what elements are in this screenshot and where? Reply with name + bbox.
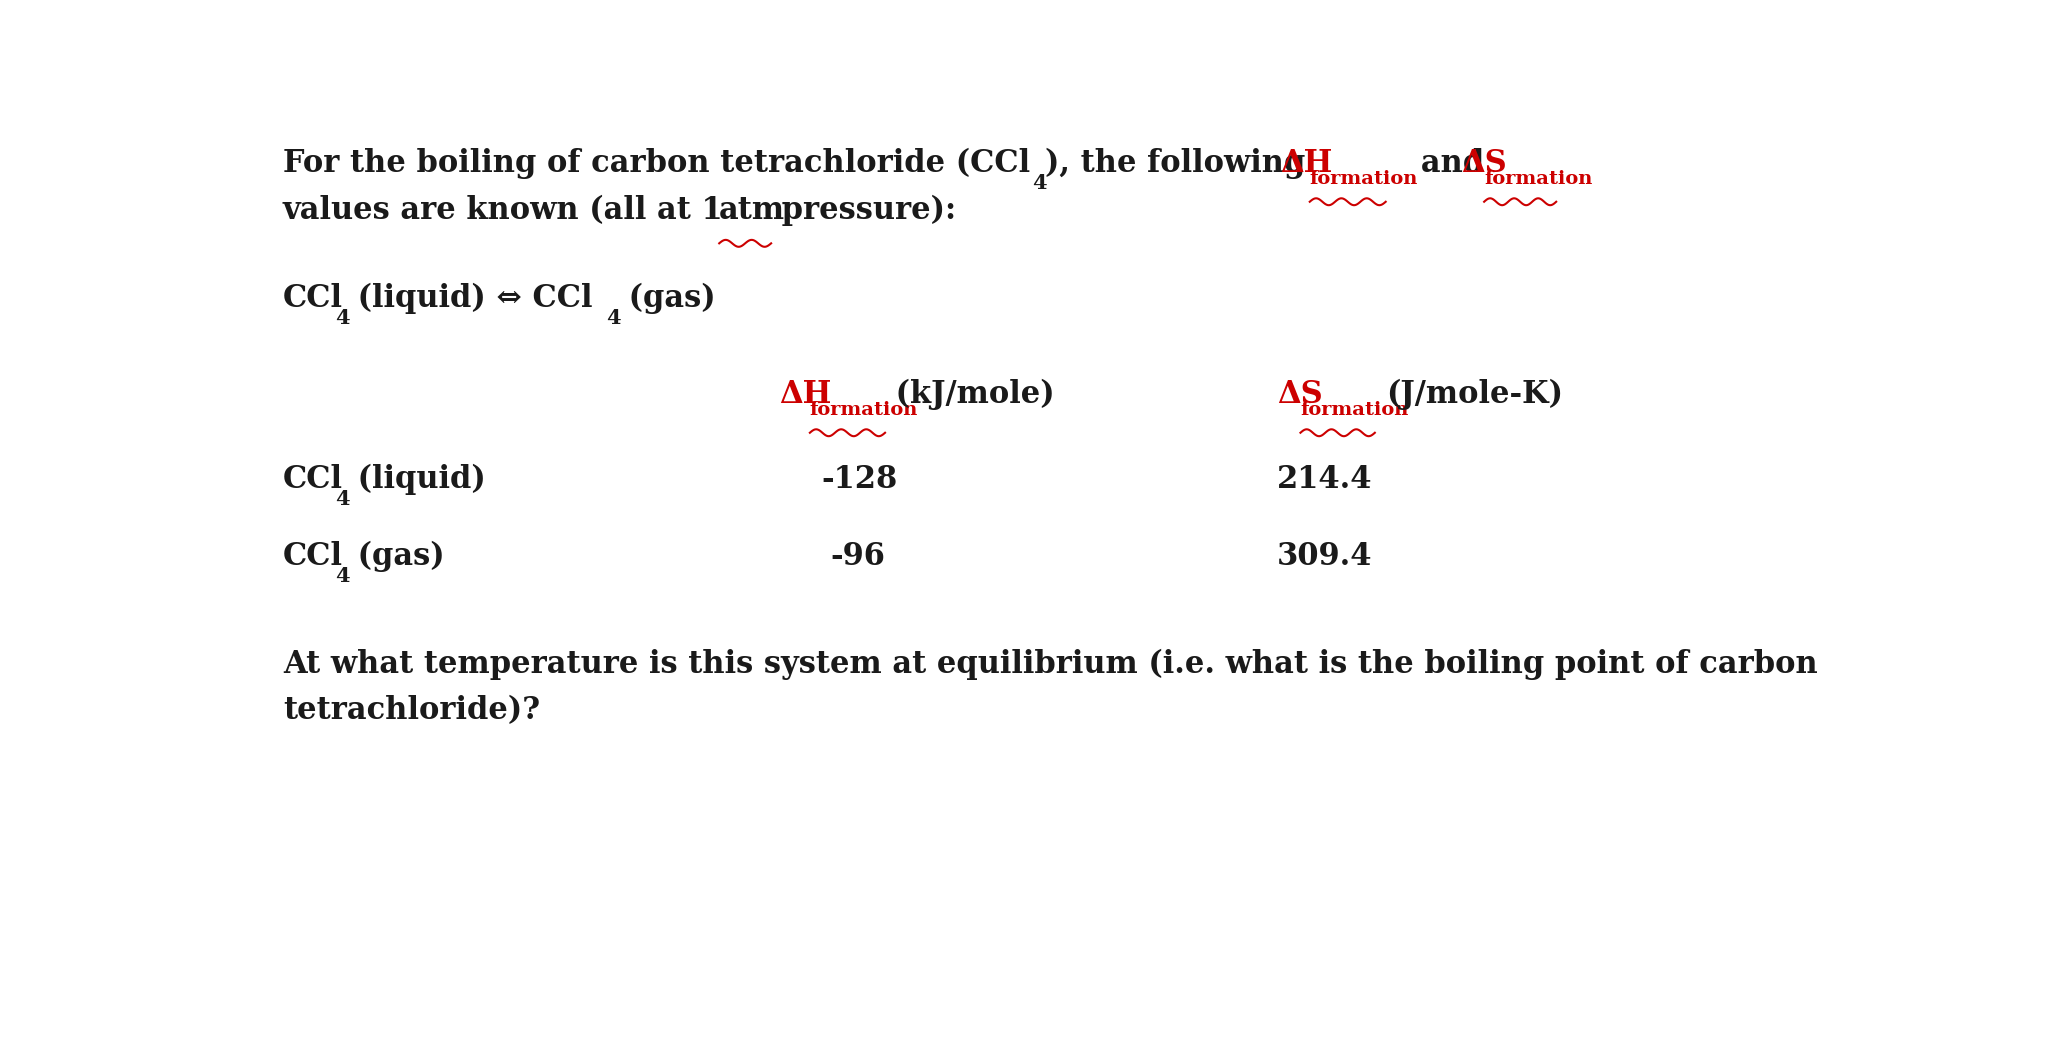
- Text: At what temperature is this system at equilibrium (i.e. what is the boiling poin: At what temperature is this system at eq…: [282, 649, 1817, 680]
- Text: 4: 4: [336, 309, 350, 328]
- Text: values are known (all at 1: values are known (all at 1: [282, 195, 735, 226]
- Text: 4: 4: [336, 490, 350, 509]
- Text: CCl: CCl: [282, 541, 344, 572]
- Text: -96: -96: [831, 541, 886, 572]
- Text: atm: atm: [720, 195, 786, 226]
- Text: ), the following: ), the following: [1046, 149, 1316, 180]
- Text: tetrachloride)?: tetrachloride)?: [282, 696, 540, 726]
- Text: 4: 4: [336, 566, 350, 586]
- Text: ΔH: ΔH: [780, 380, 831, 410]
- Text: CCl: CCl: [282, 464, 344, 495]
- Text: (J/mole-K): (J/mole-K): [1385, 380, 1563, 410]
- Text: formation: formation: [810, 401, 919, 419]
- Text: ΔS: ΔS: [1461, 149, 1506, 180]
- Text: (liquid): (liquid): [348, 464, 487, 495]
- Text: formation: formation: [1483, 170, 1592, 188]
- Text: For the boiling of carbon tetrachloride (CCl: For the boiling of carbon tetrachloride …: [282, 149, 1029, 180]
- Text: 4: 4: [606, 309, 620, 328]
- Text: formation: formation: [1301, 401, 1410, 419]
- Text: formation: formation: [1309, 170, 1418, 188]
- Text: (kJ/mole): (kJ/mole): [886, 380, 1054, 410]
- Text: (gas): (gas): [618, 283, 716, 314]
- Text: 4: 4: [1033, 174, 1048, 194]
- Text: (gas): (gas): [348, 541, 444, 572]
- Text: 214.4: 214.4: [1277, 464, 1373, 495]
- Text: 309.4: 309.4: [1277, 541, 1373, 572]
- Text: pressure):: pressure):: [771, 195, 955, 226]
- Text: ΔS: ΔS: [1277, 380, 1324, 410]
- Text: -128: -128: [822, 464, 898, 495]
- Text: and: and: [1389, 149, 1496, 180]
- Text: ΔH: ΔH: [1281, 149, 1332, 180]
- Text: (liquid) ⇔ CCl: (liquid) ⇔ CCl: [348, 283, 593, 314]
- Text: CCl: CCl: [282, 283, 344, 314]
